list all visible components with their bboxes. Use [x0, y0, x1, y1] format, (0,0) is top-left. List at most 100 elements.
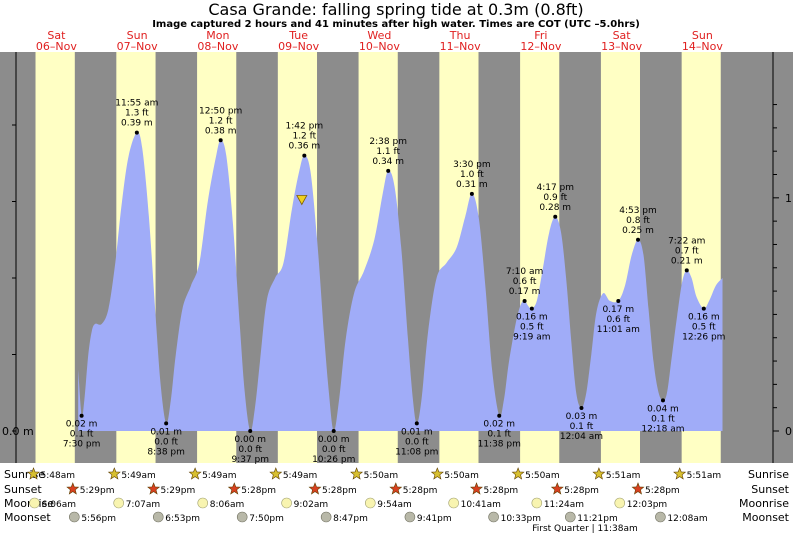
day-date: 06–Nov — [36, 40, 77, 53]
extreme-label: 0.16 m — [516, 313, 548, 323]
day-date: 14–Nov — [682, 40, 723, 53]
moonset-time: 8:47pm — [333, 514, 368, 524]
moonrise-icon — [531, 497, 543, 509]
extreme-label: 7:30 pm — [63, 440, 101, 450]
day-name: Thu — [449, 29, 471, 42]
extreme-label: 0.02 m — [66, 420, 98, 430]
left-zero-label: 0.0 m — [2, 425, 34, 438]
astro-row-label: Moonset — [742, 511, 789, 524]
extreme-label: 1.2 ft — [292, 132, 316, 142]
day-name: Sat — [613, 29, 632, 42]
extreme-point — [414, 421, 419, 426]
moonrise-time: 7:07am — [126, 500, 161, 510]
extreme-label: 0.36 m — [288, 142, 320, 152]
extreme-point — [684, 268, 689, 273]
extreme-label: 0.28 m — [539, 203, 571, 213]
extreme-label: 7:10 am — [506, 267, 543, 277]
astro-row-label: Moonrise — [739, 497, 789, 510]
extreme-point — [79, 413, 84, 418]
axes: 0.0 m 1 ft 0 ft — [2, 52, 793, 463]
extreme-point — [529, 306, 534, 311]
sunrise-icon — [592, 467, 606, 480]
moonset-time: 9:41pm — [417, 514, 452, 524]
extreme-label: 4:17 pm — [536, 183, 574, 193]
extreme-point — [248, 429, 253, 433]
astro-row-label: Sunset — [751, 483, 789, 496]
extreme-point — [636, 237, 641, 242]
sunrise-time: 5:50am — [444, 471, 479, 481]
moonrise-time: 10:41am — [461, 500, 501, 510]
extreme-label: 11:01 am — [597, 325, 640, 335]
astro-row-label: Moonset — [4, 511, 51, 524]
chart-title: Casa Grande: falling spring tide at 0.3m… — [208, 0, 583, 19]
extreme-point — [497, 413, 502, 418]
sunset-icon — [227, 482, 241, 495]
day-name: Sat — [47, 29, 66, 42]
moonset-time: 10:33pm — [501, 514, 541, 524]
moonrise-icon — [29, 497, 40, 509]
day-date: 12–Nov — [520, 40, 561, 53]
moonset-icon — [565, 511, 576, 523]
extreme-label: 0.38 m — [205, 126, 237, 136]
extreme-point — [302, 153, 307, 158]
moonrise-icon — [364, 497, 376, 509]
sunrise-icon — [107, 467, 121, 480]
extreme-point — [660, 398, 665, 403]
extreme-label: 0.8 ft — [626, 216, 650, 226]
extreme-label: 0.04 m — [647, 404, 679, 414]
night-band — [720, 52, 773, 463]
moonset-icon — [488, 511, 499, 523]
extreme-label: 0.5 ft — [692, 323, 716, 333]
extreme-point — [331, 429, 336, 433]
moonrise-time: 9:54am — [377, 500, 412, 510]
sunset-time: 5:29pm — [80, 486, 115, 496]
extreme-label: 0.1 ft — [70, 430, 94, 440]
moonrise-icon — [197, 497, 209, 509]
extreme-label: 1.0 ft — [460, 170, 484, 180]
extreme-point — [553, 214, 558, 219]
extreme-point — [579, 406, 584, 411]
extreme-point — [218, 138, 223, 143]
sunrise-icon — [430, 467, 444, 480]
extreme-label: 1.3 ft — [125, 109, 149, 119]
extreme-point — [469, 191, 474, 196]
extreme-label: 0.01 m — [401, 427, 433, 437]
extreme-label: 9:19 am — [513, 333, 550, 343]
sunset-icon — [631, 482, 645, 495]
day-name: Sun — [692, 29, 713, 42]
extreme-label: 0.0 ft — [405, 437, 429, 447]
extreme-label: 11:55 am — [115, 99, 158, 109]
sunset-icon — [389, 482, 403, 495]
day-name: Wed — [367, 29, 391, 42]
moonset-icon — [236, 511, 248, 523]
extreme-label: 0.25 m — [622, 226, 654, 236]
extreme-label: 0.00 m — [318, 435, 350, 445]
sunrise-icon — [188, 467, 202, 480]
day-name: Tue — [288, 29, 308, 42]
extreme-label: 12:04 am — [560, 432, 603, 442]
sunset-icon — [550, 482, 564, 495]
extreme-label: 0.21 m — [671, 256, 703, 266]
extreme-label: 12:18 am — [641, 424, 684, 434]
extreme-label: 4:53 pm — [619, 206, 657, 216]
extreme-label: 0.03 m — [566, 412, 598, 422]
tide-curve — [78, 132, 723, 432]
sunset-time: 5:29pm — [161, 486, 196, 496]
moonset-time: 12:08am — [667, 514, 707, 524]
moonset-time: 6:53pm — [165, 514, 200, 524]
extreme-label: 11:08 pm — [395, 447, 438, 457]
day-date: 11–Nov — [440, 40, 481, 53]
extreme-label: 0.02 m — [483, 420, 515, 430]
sunset-icon — [470, 482, 483, 495]
sunrise-icon — [350, 467, 364, 480]
night-band — [773, 52, 793, 463]
day-labels: Sat06–NovSun07–NovMon08–NovTue09–NovWed1… — [36, 29, 723, 53]
sunset-time: 5:28pm — [564, 486, 599, 496]
moonrise-time: 8:06am — [210, 500, 245, 510]
sunset-time: 5:28pm — [645, 486, 680, 496]
moonset-icon — [404, 511, 416, 523]
extreme-label: 0.6 ft — [606, 315, 630, 325]
extreme-label: 0.1 ft — [651, 414, 675, 424]
